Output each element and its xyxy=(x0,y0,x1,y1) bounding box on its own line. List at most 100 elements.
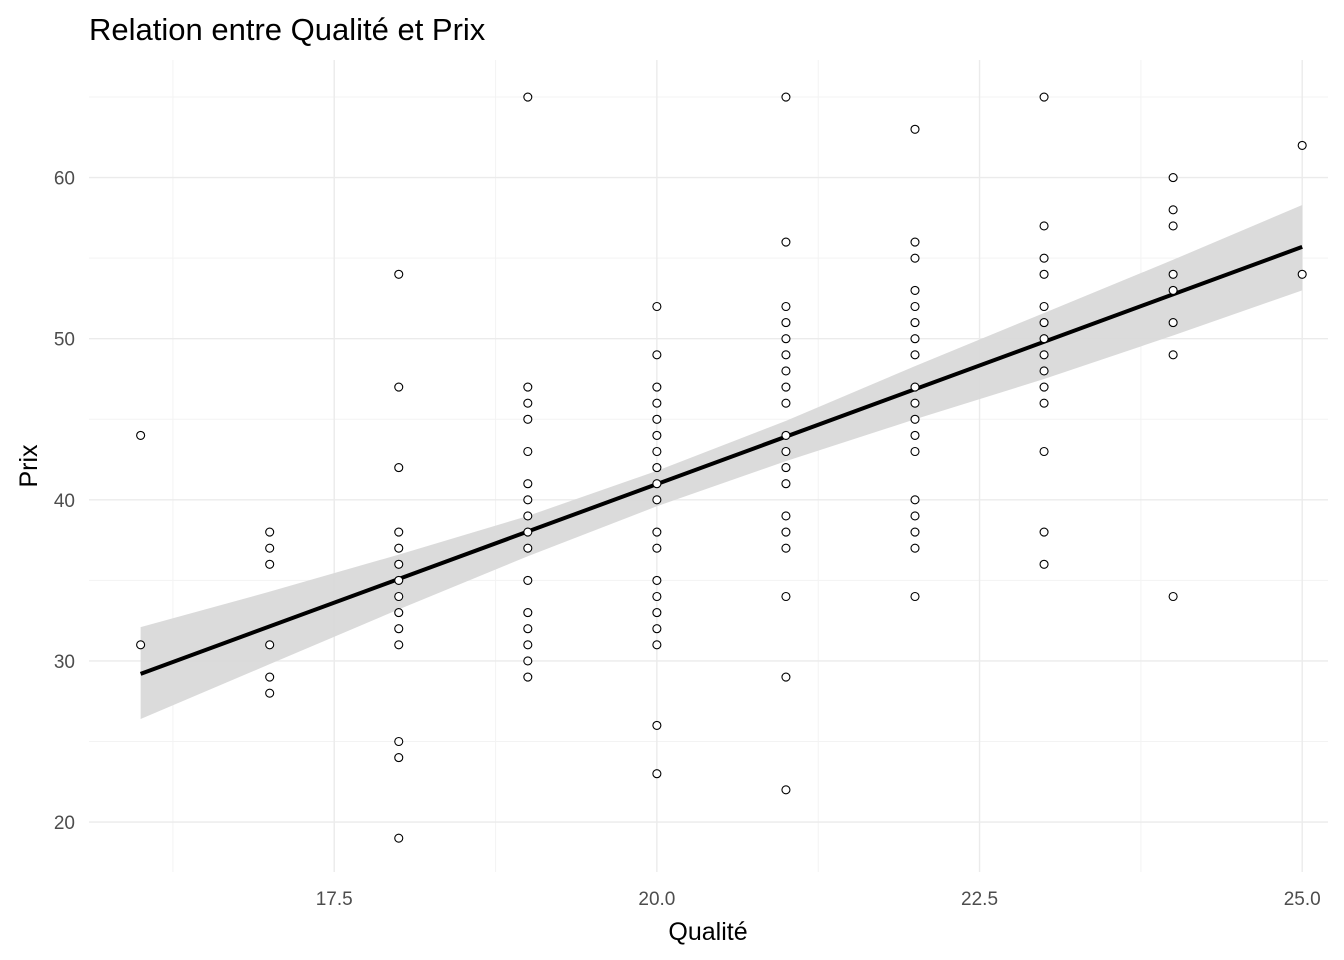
data-point xyxy=(1039,253,1049,263)
data-point xyxy=(523,92,533,102)
data-point xyxy=(523,575,533,585)
data-point xyxy=(781,672,791,682)
x-tick-label: 17.5 xyxy=(316,889,353,910)
data-point xyxy=(910,350,920,360)
data-point xyxy=(781,382,791,392)
data-point xyxy=(394,527,404,537)
data-point xyxy=(652,430,662,440)
data-point xyxy=(523,640,533,650)
data-point xyxy=(910,334,920,344)
data-point xyxy=(781,446,791,457)
data-point xyxy=(523,527,533,537)
data-point xyxy=(1039,382,1049,392)
data-point xyxy=(781,398,791,408)
data-point xyxy=(781,237,791,247)
data-point xyxy=(394,463,404,473)
data-point xyxy=(523,511,533,521)
data-point xyxy=(523,382,533,392)
grid xyxy=(89,60,1328,872)
data-point xyxy=(910,446,920,457)
data-point xyxy=(652,624,662,634)
x-tick-label: 20.0 xyxy=(638,889,675,910)
data-point xyxy=(523,446,533,457)
data-point xyxy=(910,253,920,263)
y-tick-label: 20 xyxy=(54,813,75,834)
data-point xyxy=(781,350,791,360)
data-point xyxy=(910,285,920,295)
data-point xyxy=(523,543,533,553)
data-point xyxy=(652,720,662,730)
data-point xyxy=(910,382,920,392)
data-point xyxy=(1168,221,1178,231)
data-point xyxy=(1039,446,1049,457)
data-point xyxy=(781,591,791,602)
data-point xyxy=(652,479,662,489)
data-point xyxy=(910,301,920,312)
data-point xyxy=(652,350,662,360)
data-point xyxy=(394,624,404,634)
data-point xyxy=(523,398,533,408)
data-point xyxy=(1039,301,1049,312)
data-point xyxy=(1039,350,1049,360)
data-point xyxy=(523,624,533,634)
data-point xyxy=(265,559,275,569)
x-tick-label: 22.5 xyxy=(961,889,998,910)
data-point xyxy=(910,124,920,134)
y-tick-label: 40 xyxy=(54,491,75,512)
data-point xyxy=(910,511,920,521)
data-point xyxy=(910,527,920,537)
y-axis-title: Prix xyxy=(15,444,43,488)
data-point xyxy=(781,527,791,537)
data-point xyxy=(910,495,920,505)
data-point xyxy=(394,833,404,843)
y-tick-label: 50 xyxy=(54,330,75,351)
data-point xyxy=(523,495,533,505)
data-point xyxy=(781,301,791,312)
data-point xyxy=(394,575,404,585)
data-point xyxy=(394,640,404,650)
data-point xyxy=(781,430,791,440)
data-point xyxy=(652,495,662,505)
data-point xyxy=(910,237,920,247)
data-point xyxy=(1168,285,1178,295)
data-point xyxy=(652,591,662,602)
data-point xyxy=(652,382,662,392)
data-point xyxy=(1297,140,1307,150)
data-point xyxy=(652,301,662,312)
data-point xyxy=(652,398,662,408)
data-point xyxy=(523,656,533,666)
data-point xyxy=(1168,318,1178,328)
x-axis-title: Qualité xyxy=(668,918,747,946)
data-point xyxy=(265,672,275,682)
data-point xyxy=(781,463,791,473)
data-point xyxy=(1039,398,1049,408)
data-point xyxy=(781,334,791,344)
data-point xyxy=(910,543,920,553)
data-point xyxy=(652,527,662,537)
data-point xyxy=(652,414,662,424)
data-point xyxy=(781,92,791,102)
data-point xyxy=(652,640,662,650)
data-point xyxy=(652,769,662,779)
data-point xyxy=(781,366,791,376)
x-axis-ticks: 17.5 20.0 22.5 25.0 xyxy=(316,889,1321,910)
data-point xyxy=(781,511,791,521)
y-axis-ticks: 20 30 40 50 60 xyxy=(54,169,75,834)
x-tick-label: 25.0 xyxy=(1284,889,1321,910)
data-point xyxy=(1039,92,1049,102)
data-point xyxy=(781,479,791,489)
y-tick-label: 60 xyxy=(54,169,75,190)
data-point xyxy=(394,559,404,569)
data-point xyxy=(781,543,791,553)
data-point xyxy=(652,575,662,585)
regression-line xyxy=(139,245,1303,676)
data-point xyxy=(1039,269,1049,279)
data-point xyxy=(652,543,662,553)
data-point xyxy=(910,591,920,602)
data-point xyxy=(1039,527,1049,537)
data-point xyxy=(1039,221,1049,231)
data-point xyxy=(394,591,404,602)
data-point xyxy=(523,672,533,682)
data-point xyxy=(394,608,404,618)
